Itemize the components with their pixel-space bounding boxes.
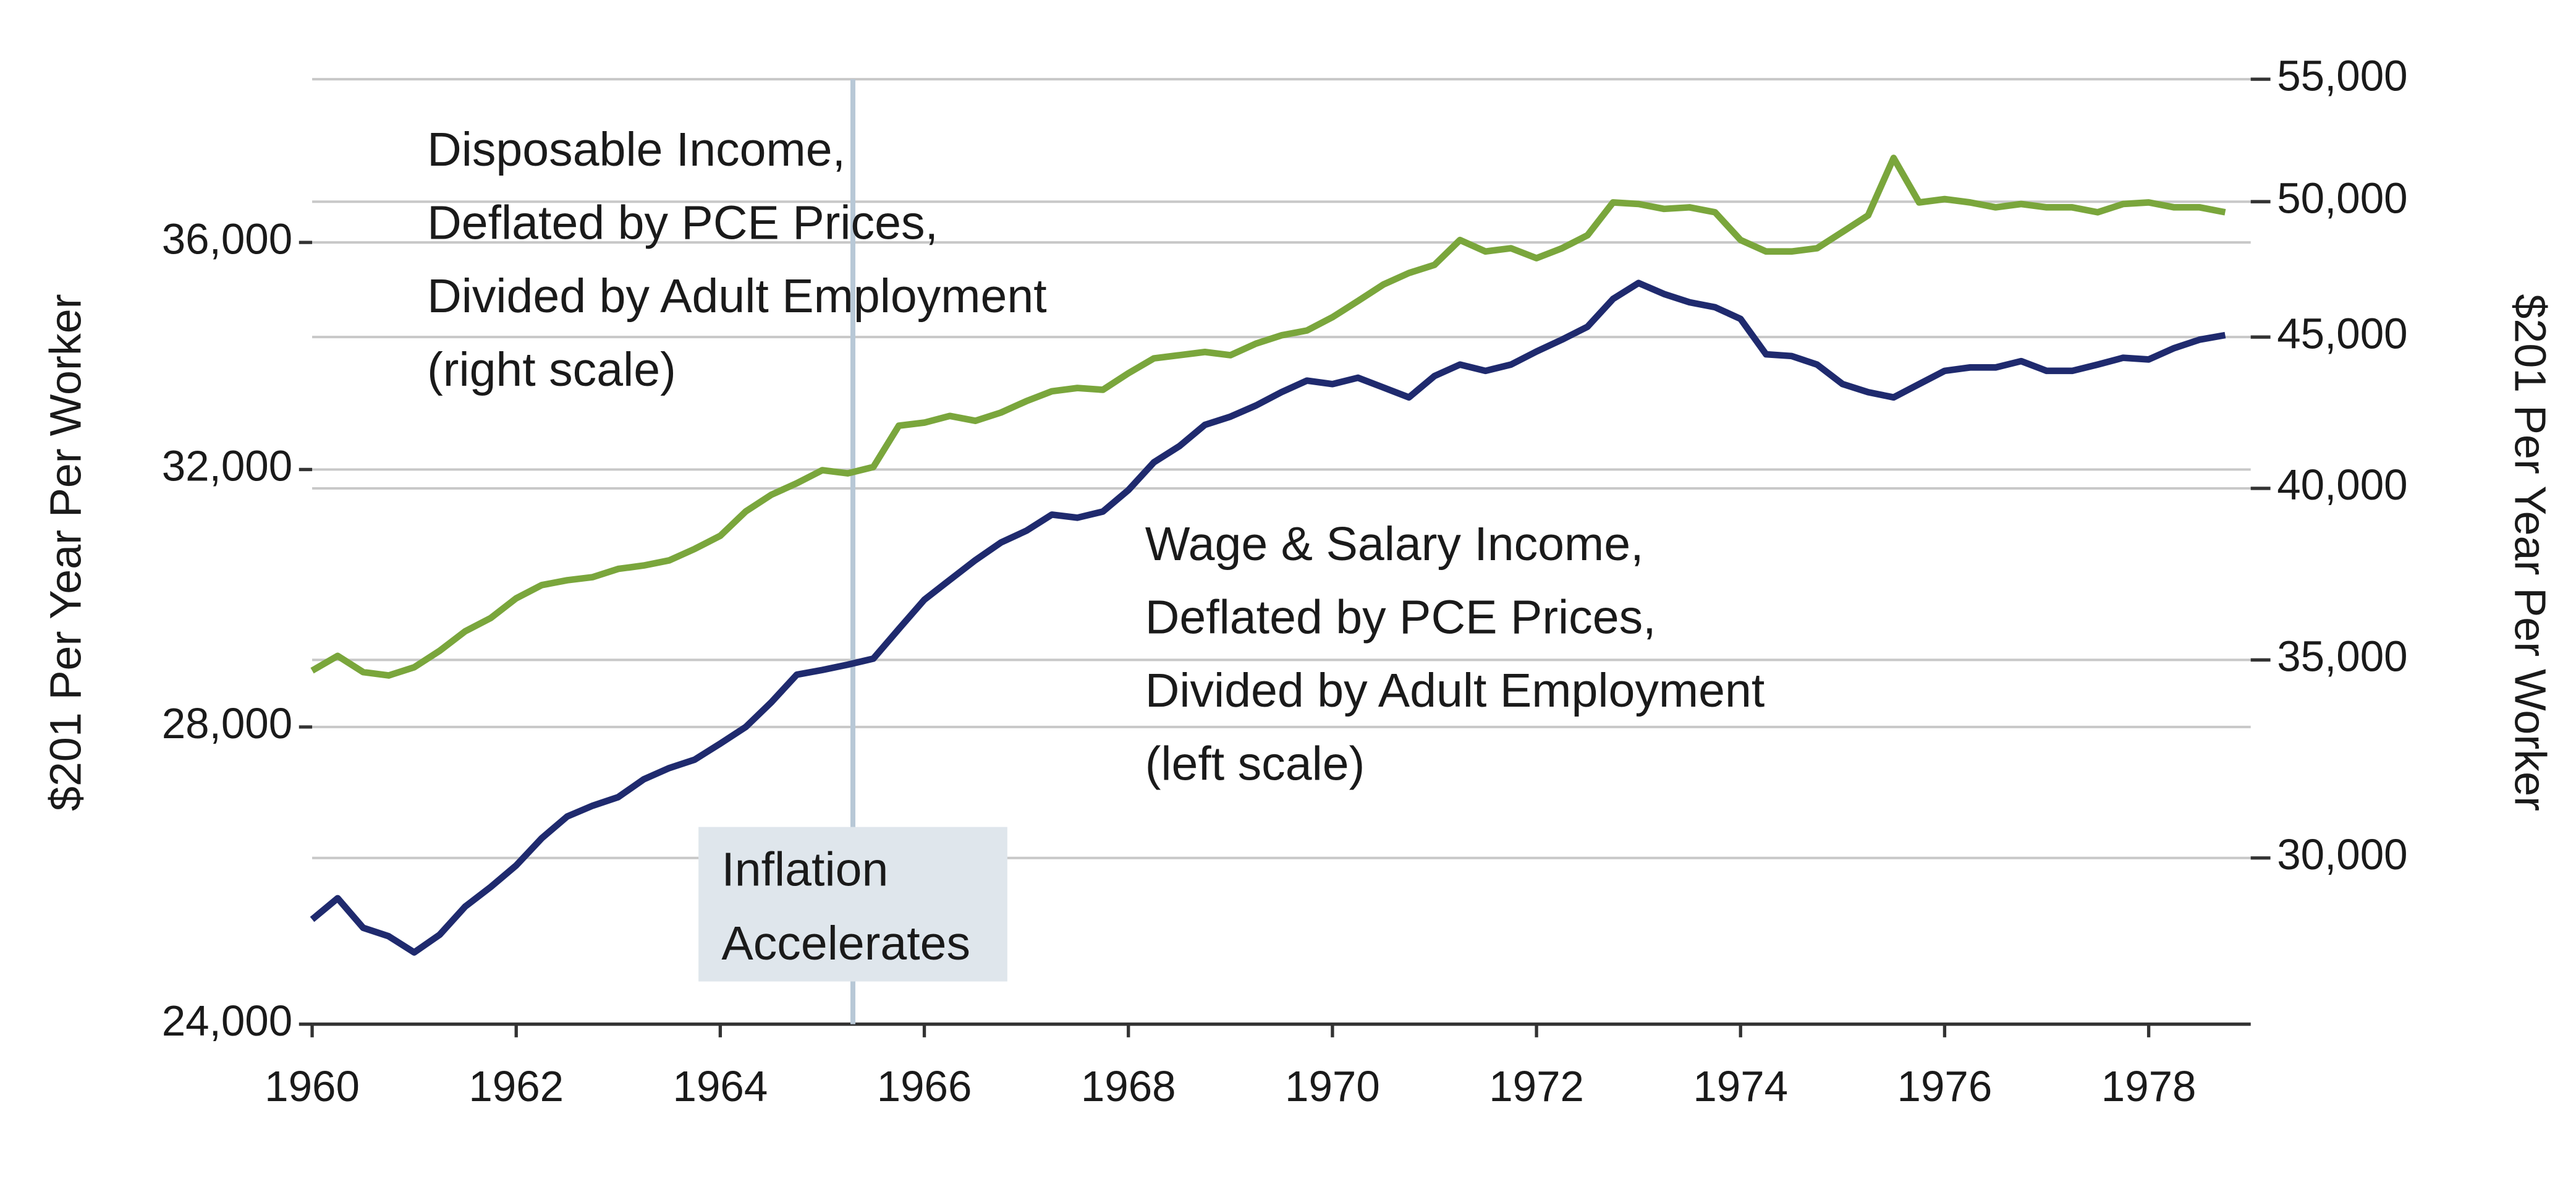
x-tick-label: 1968 <box>1081 1062 1176 1110</box>
y2-tick-label: 40,000 <box>2277 461 2407 509</box>
x-tick-label: 1978 <box>2101 1062 2197 1110</box>
series-label: Disposable Income, <box>427 123 845 176</box>
series-label: Divided by Adult Employment <box>427 270 1047 323</box>
y2-tick-label: 45,000 <box>2277 309 2407 357</box>
series-label: Deflated by PCE Prices, <box>427 197 938 250</box>
y2-axis-title: $201 Per Year Per Worker <box>2505 294 2554 811</box>
series-label: Deflated by PCE Prices, <box>1145 591 1656 644</box>
y2-tick-label: 50,000 <box>2277 174 2407 222</box>
y-tick-label: 32,000 <box>162 442 292 490</box>
annotation-box <box>698 827 1007 982</box>
x-tick-label: 1964 <box>673 1062 768 1110</box>
y-tick-label: 24,000 <box>162 997 292 1045</box>
x-tick-label: 1960 <box>265 1062 360 1110</box>
x-tick-label: 1962 <box>468 1062 564 1110</box>
annotation-text: Inflation <box>721 843 888 896</box>
y-tick-label: 28,000 <box>162 699 292 747</box>
x-tick-label: 1972 <box>1489 1062 1584 1110</box>
annotation-text: Accelerates <box>721 917 970 970</box>
x-tick-label: 1976 <box>1897 1062 1993 1110</box>
series-label: Wage & Salary Income, <box>1145 517 1644 571</box>
y-axis-title: $201 Per Year Per Worker <box>41 294 91 811</box>
y-tick-label: 36,000 <box>162 215 292 263</box>
x-tick-label: 1974 <box>1693 1062 1788 1110</box>
series-label: (right scale) <box>427 343 676 396</box>
series-line <box>310 279 2226 956</box>
y2-tick-label: 30,000 <box>2277 830 2407 879</box>
x-tick-label: 1970 <box>1285 1062 1380 1110</box>
series-line <box>310 155 2226 679</box>
y2-tick-label: 35,000 <box>2277 632 2407 681</box>
x-tick-label: 1966 <box>877 1062 972 1110</box>
series-label: Divided by Adult Employment <box>1145 664 1765 717</box>
y2-tick-label: 55,000 <box>2277 51 2407 100</box>
series-label: (left scale) <box>1145 738 1365 791</box>
